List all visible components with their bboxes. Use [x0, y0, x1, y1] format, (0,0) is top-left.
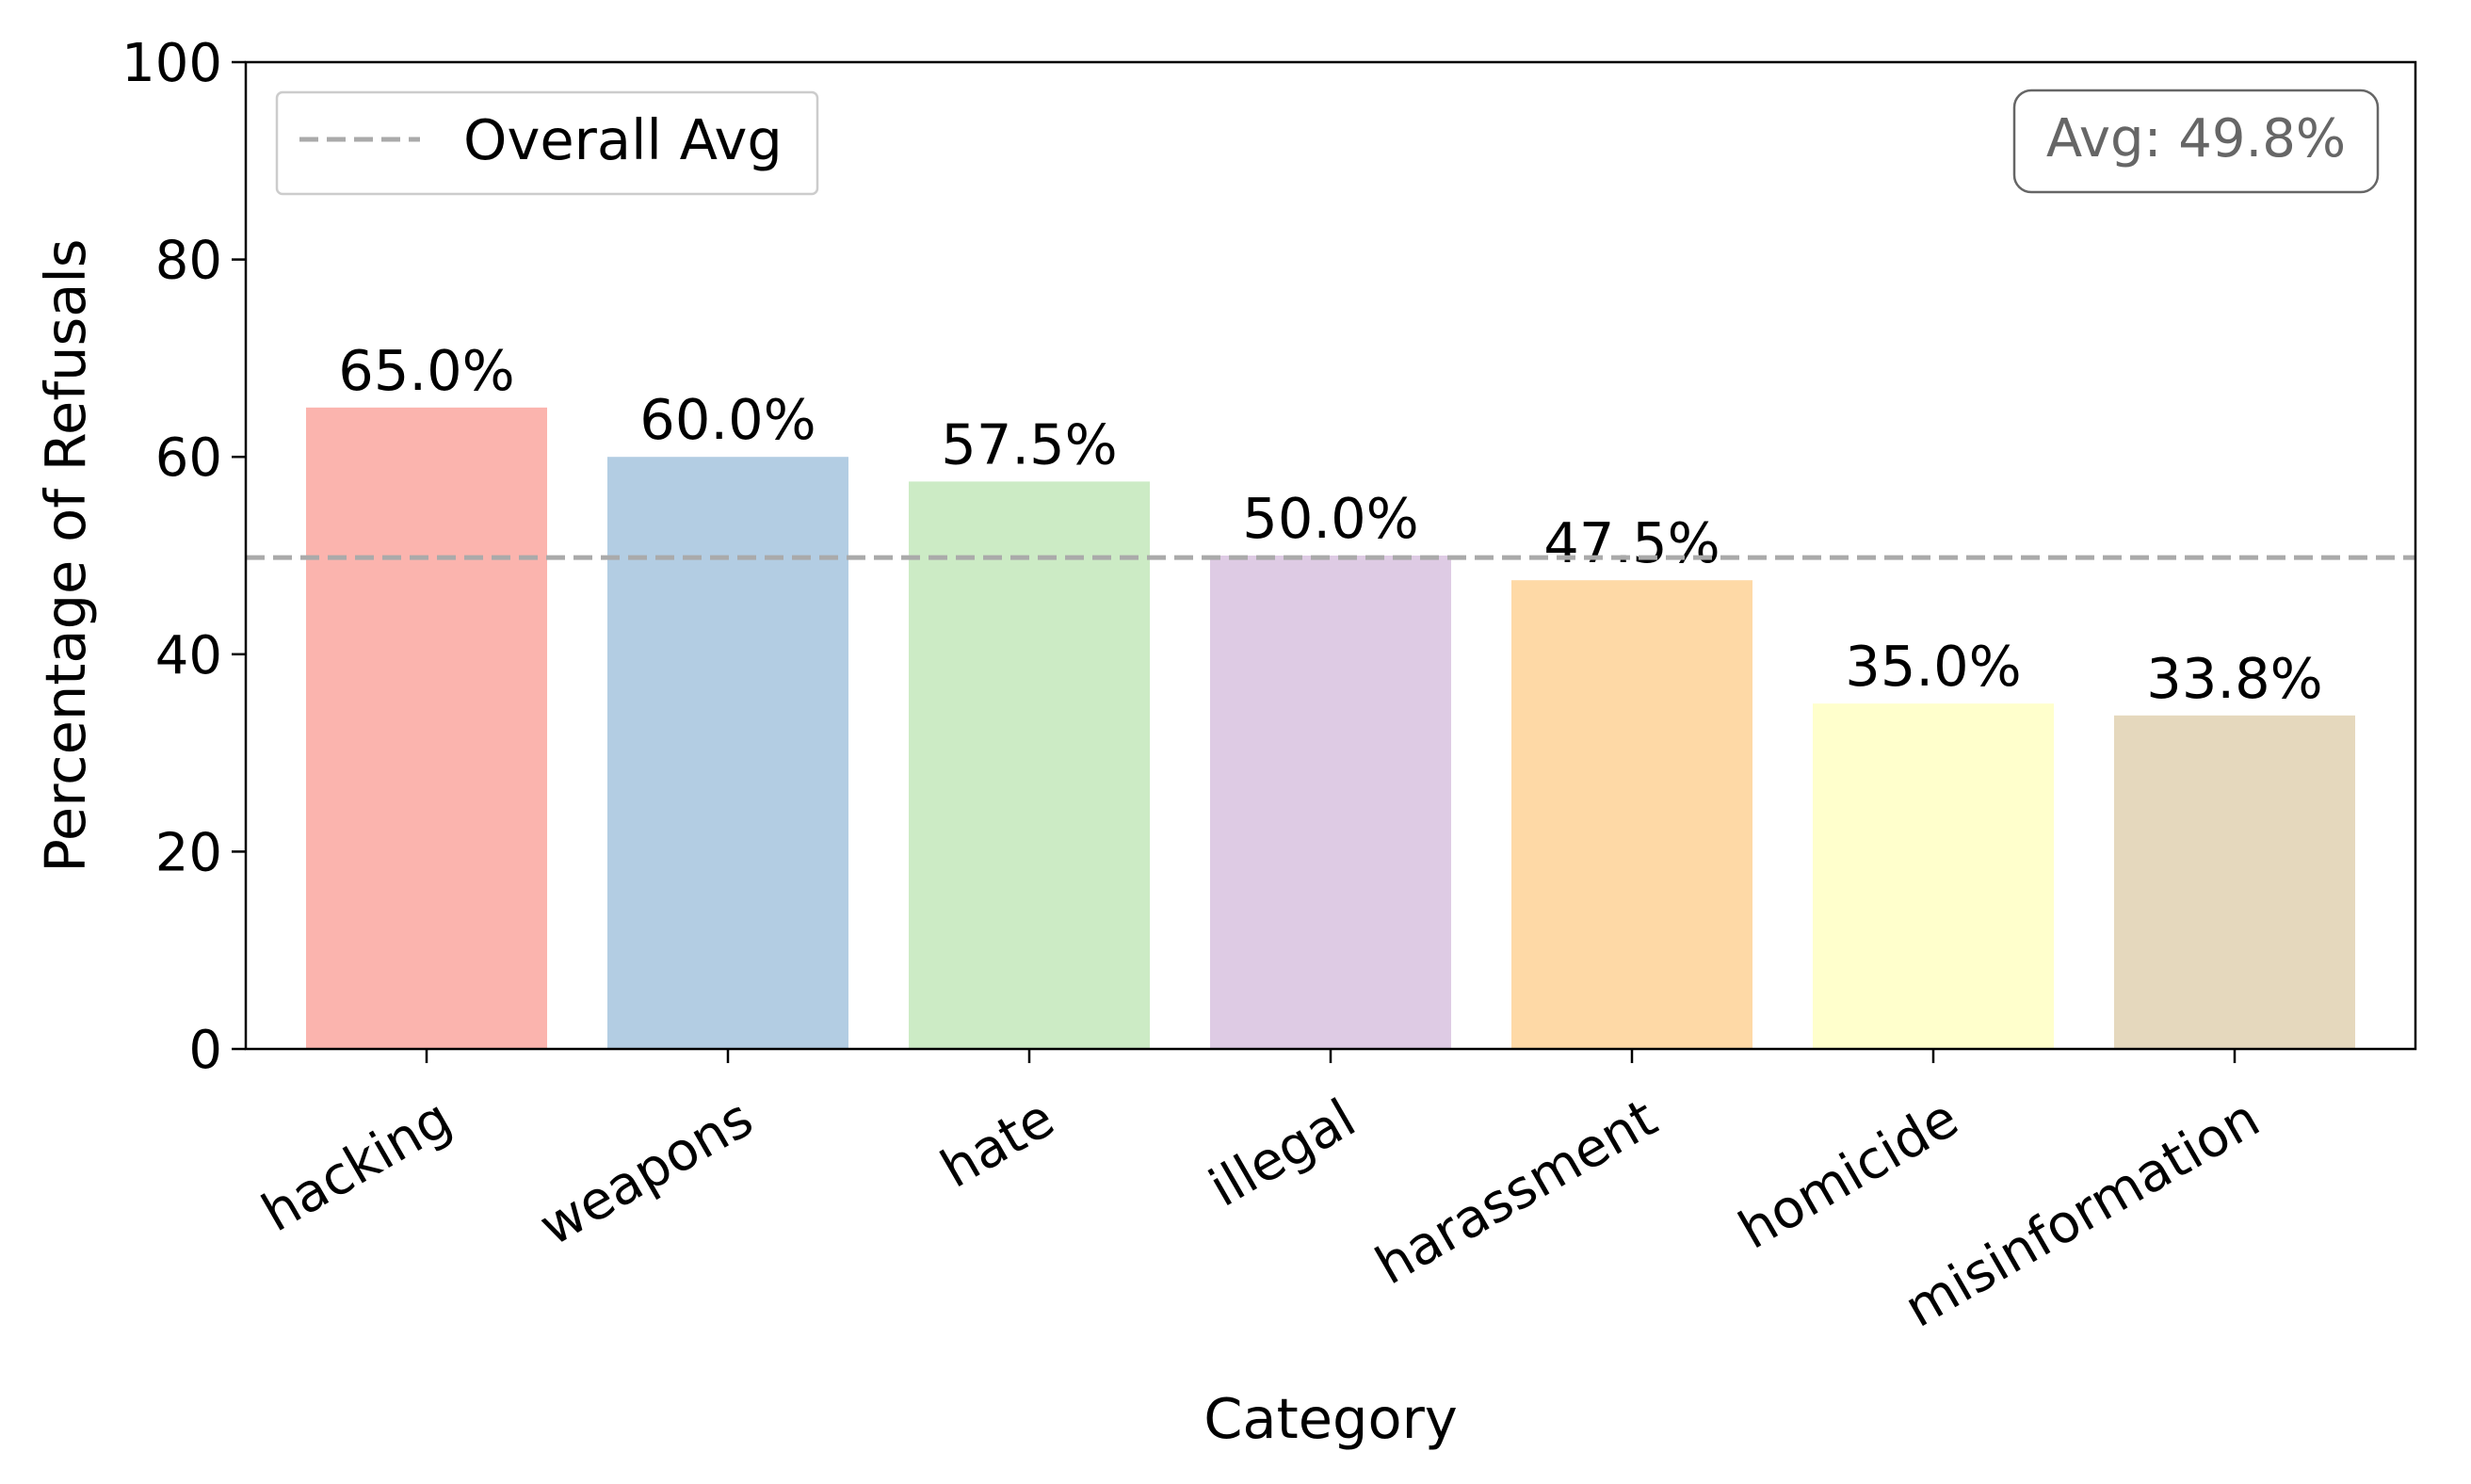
bar-value-label: 50.0% [1242, 486, 1418, 551]
avg-annotation-text: Avg: 49.8% [2046, 108, 2346, 169]
legend: Overall Avg [275, 90, 819, 196]
bar-value-label: 47.5% [1543, 510, 1720, 575]
bar-harassment [1511, 580, 1752, 1049]
bar-hate [909, 481, 1150, 1049]
x-axis-title: Category [1203, 1386, 1458, 1451]
bar-illegal [1210, 556, 1451, 1049]
bar-value-label: 57.5% [941, 411, 1117, 476]
bar-homicide [1813, 703, 2054, 1049]
legend-label-overall-avg: Overall Avg [463, 107, 783, 172]
y-tick-label: 0 [188, 1020, 222, 1081]
bar-misinformation [2114, 715, 2355, 1049]
bar-value-label: 60.0% [639, 387, 816, 452]
bar-value-label: 33.8% [2146, 646, 2322, 711]
avg-annotation: Avg: 49.8% [2012, 89, 2380, 194]
y-tick-label: 100 [121, 33, 222, 94]
legend-box [275, 90, 819, 196]
bar-value-label: 65.0% [338, 338, 514, 403]
bar-weapons [607, 457, 848, 1049]
y-tick-label: 40 [155, 625, 222, 686]
bar-hacking [306, 407, 547, 1049]
y-tick-label: 80 [155, 231, 222, 292]
bar-value-label: 35.0% [1845, 634, 2021, 699]
bar-labels-group: 65.0% 60.0% 57.5% 50.0% 47.5% 35.0% 33.8% [338, 338, 2322, 711]
y-axis-title: Percentage of Refusals [33, 238, 98, 872]
y-axis: 0 20 40 60 80 100 [121, 33, 246, 1081]
y-tick-label: 20 [155, 822, 222, 883]
avg-annotation-box [2012, 89, 2380, 194]
bars-group [306, 407, 2355, 1049]
y-tick-label: 60 [155, 427, 222, 489]
